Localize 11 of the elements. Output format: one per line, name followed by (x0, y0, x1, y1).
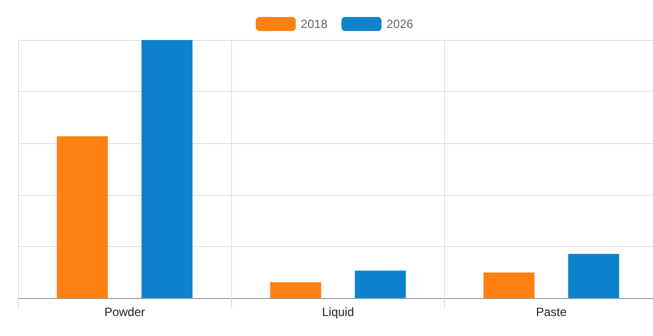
bar (56, 136, 108, 298)
bar (141, 40, 192, 298)
legend-label: 2026 (386, 17, 414, 31)
x-tick-label: Paste (536, 305, 567, 319)
bar (484, 272, 535, 298)
bar (270, 282, 322, 298)
x-tick-label: Liquid (322, 305, 354, 319)
legend-label: 2018 (300, 17, 328, 31)
x-tick-label: Powder (104, 305, 146, 319)
bar (568, 254, 620, 298)
bar (354, 270, 406, 298)
